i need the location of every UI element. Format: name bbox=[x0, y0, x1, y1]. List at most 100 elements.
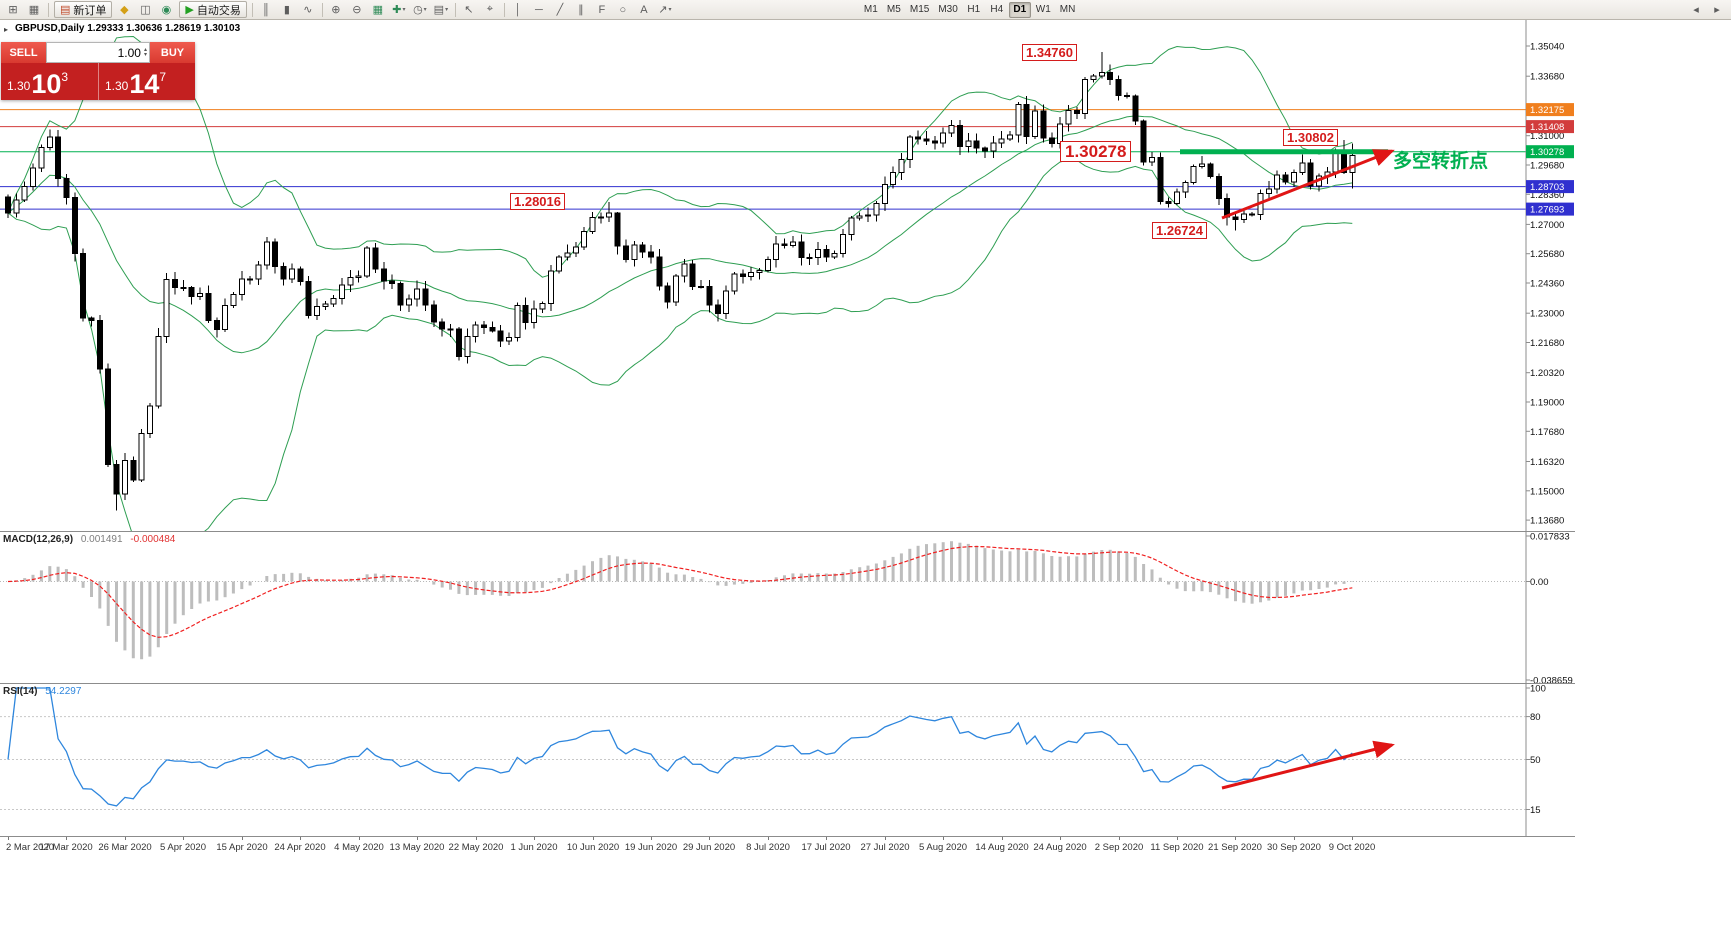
toolbar-more-icon[interactable]: ▸ bbox=[1714, 4, 1720, 16]
toolbar-collapse-icon[interactable]: ◂ bbox=[1693, 4, 1699, 16]
text-tool-icon[interactable]: A bbox=[634, 1, 654, 18]
candlestick-mode-icon[interactable]: ▮ bbox=[277, 1, 297, 18]
new-chart-icon-glyph-icon: ⊞ bbox=[8, 4, 18, 16]
bar-chart-mode-icon[interactable]: ║ bbox=[256, 1, 276, 18]
new-order-button[interactable]: ▤ 新订单 bbox=[54, 1, 113, 18]
price-callout[interactable]: 1.26724 bbox=[1152, 222, 1207, 240]
volume-input[interactable]: 1.00 ▴ ▾ bbox=[46, 42, 150, 63]
date-tick bbox=[1352, 837, 1353, 840]
periods-icon[interactable]: ◷ ▾ bbox=[410, 1, 430, 18]
macd-axis[interactable]: 0.017833 0.00 -0.038659 bbox=[1525, 532, 1573, 684]
cursor-icon[interactable]: ↖ bbox=[459, 1, 479, 18]
date-tick bbox=[651, 837, 652, 840]
vertical-line-icon[interactable]: │ bbox=[508, 1, 528, 18]
timeframe-m1[interactable]: M1 bbox=[863, 4, 878, 15]
bollinger-bands bbox=[7, 35, 1353, 531]
svg-text:1.19000: 1.19000 bbox=[1530, 398, 1564, 409]
date-tick bbox=[943, 837, 944, 840]
indicators-icon[interactable]: ✚ ▾ bbox=[389, 1, 409, 18]
market-watch-icon-glyph-icon: ◫ bbox=[140, 4, 151, 16]
trend-arrow[interactable] bbox=[1221, 740, 1395, 790]
favorites-icon[interactable]: ◆ bbox=[114, 1, 134, 18]
zoom-out-icon[interactable]: ⊖ bbox=[347, 1, 367, 18]
buy-button[interactable]: BUY bbox=[150, 42, 195, 63]
date-tick bbox=[8, 837, 9, 840]
price-callout[interactable]: 1.30802 bbox=[1283, 128, 1338, 146]
shapes-icon[interactable]: ○ bbox=[613, 1, 633, 18]
timeframe-m5[interactable]: M5 bbox=[886, 4, 901, 15]
date-label: 15 Apr 2020 bbox=[216, 842, 268, 853]
timeframe-w1[interactable]: W1 bbox=[1035, 4, 1051, 15]
rsi-line bbox=[7, 687, 1353, 807]
rsi-axis[interactable]: 100 80 50 15 bbox=[1525, 684, 1546, 837]
price-callout[interactable]: 1.28016 bbox=[510, 193, 565, 211]
timeframe-h4[interactable]: H4 bbox=[990, 4, 1004, 15]
templates-icon[interactable]: ▤ ▾ bbox=[431, 1, 451, 18]
date-tick bbox=[768, 837, 769, 840]
rsi-panel: 100 80 50 15 RSI(14) 54.2297 bbox=[0, 683, 1575, 837]
svg-text:1.23000: 1.23000 bbox=[1530, 309, 1564, 320]
trend-arrow[interactable] bbox=[1221, 149, 1395, 220]
date-tick bbox=[476, 837, 477, 840]
arrows-tool-icon[interactable]: ↗ ▾ bbox=[655, 1, 675, 18]
horizontal-line-icon-glyph-icon: ─ bbox=[534, 3, 543, 16]
svg-text:1.15000: 1.15000 bbox=[1530, 486, 1564, 497]
auto-trading-button[interactable]: ▶ 自动交易 bbox=[179, 1, 247, 18]
date-label: 17 Mar 2020 bbox=[39, 842, 93, 853]
date-tick bbox=[709, 837, 710, 840]
toolbar-right-group: ◂ ▸ bbox=[1686, 1, 1728, 18]
auto-trading-button-label: 自动交易 bbox=[196, 4, 241, 17]
price-tag: 1.27693 bbox=[1526, 202, 1574, 216]
channel-icon-glyph-icon: ∥ bbox=[578, 4, 584, 16]
price-axis[interactable]: 1.350401.336801.323201.310001.296801.283… bbox=[1525, 20, 1574, 531]
crosshair-icon[interactable]: ⌖ bbox=[480, 1, 500, 18]
sell-price-prefix: 1.30 bbox=[7, 79, 31, 93]
toolbar-separator bbox=[251, 2, 253, 17]
timeframe-mn[interactable]: MN bbox=[1059, 4, 1076, 15]
timeframe-h1[interactable]: H1 bbox=[967, 4, 981, 15]
date-tick bbox=[1060, 837, 1061, 840]
macd-canvas[interactable]: 0.017833 0.00 -0.038659 bbox=[0, 532, 1575, 684]
date-label: 10 Jun 2020 bbox=[566, 842, 620, 853]
dropdown-caret-icon: ▾ bbox=[668, 7, 672, 13]
zoom-in-icon[interactable]: ⊕ bbox=[326, 1, 346, 18]
horizontal-level-lines[interactable] bbox=[0, 109, 1526, 210]
horizontal-line-icon[interactable]: ─ bbox=[529, 1, 549, 18]
volume-down-icon[interactable]: ▾ bbox=[143, 51, 147, 58]
svg-text:100: 100 bbox=[1530, 684, 1546, 695]
price-callout[interactable]: 1.34760 bbox=[1022, 43, 1077, 61]
svg-text:1.35040: 1.35040 bbox=[1530, 42, 1564, 53]
svg-text:1.24360: 1.24360 bbox=[1530, 279, 1564, 290]
line-chart-mode-icon[interactable]: ∿ bbox=[298, 1, 318, 18]
history-center-icon[interactable]: ◉ bbox=[156, 1, 176, 18]
date-label: 21 Sep 2020 bbox=[1208, 842, 1262, 853]
market-watch-icon[interactable]: ◫ bbox=[135, 1, 155, 18]
date-tick bbox=[1119, 837, 1120, 840]
pivot-annotation-text[interactable]: 多空转折点 bbox=[1393, 151, 1489, 172]
trendline-icon[interactable]: ╱ bbox=[550, 1, 570, 18]
buy-price-sup: 7 bbox=[159, 70, 167, 84]
buy-price[interactable]: 1.30 14 7 bbox=[98, 63, 195, 100]
channel-icon[interactable]: ∥ bbox=[571, 1, 591, 18]
timeframe-m15[interactable]: M15 bbox=[909, 4, 930, 15]
templates-icon-glyph-icon: ▤ bbox=[433, 4, 445, 16]
timeframe-d1[interactable]: D1 bbox=[1008, 1, 1031, 18]
svg-text:1.27693: 1.27693 bbox=[1530, 205, 1564, 216]
candlestick-mode-icon-glyph-icon: ▮ bbox=[283, 4, 290, 16]
main-chart-canvas[interactable]: 1.350401.336801.323201.310001.296801.283… bbox=[0, 20, 1575, 531]
sell-button[interactable]: SELL bbox=[1, 42, 46, 63]
chart-profiles-icon[interactable]: ▦ bbox=[24, 1, 44, 18]
fibonacci-icon-glyph-icon: F bbox=[598, 3, 606, 16]
tile-windows-icon[interactable]: ▦ bbox=[368, 1, 388, 18]
new-chart-icon[interactable]: ⊞ bbox=[3, 1, 23, 18]
volume-stepper[interactable]: ▴ ▾ bbox=[143, 46, 147, 58]
date-axis[interactable]: 2 Mar 2020 17 Mar 2020 26 Mar 2020 5 Apr 20… bbox=[0, 836, 1575, 858]
price-callout[interactable]: 1.30278 bbox=[1060, 141, 1132, 163]
fibonacci-icon[interactable]: F bbox=[592, 1, 612, 18]
candles[interactable] bbox=[5, 52, 1356, 511]
rsi-canvas[interactable]: 100 80 50 15 bbox=[0, 684, 1575, 837]
volume-up-icon[interactable]: ▴ bbox=[143, 46, 147, 53]
timeframe-m30[interactable]: M30 bbox=[938, 4, 958, 15]
svg-text:0.017833: 0.017833 bbox=[1530, 532, 1570, 543]
sell-price[interactable]: 1.30 10 3 bbox=[1, 63, 98, 100]
